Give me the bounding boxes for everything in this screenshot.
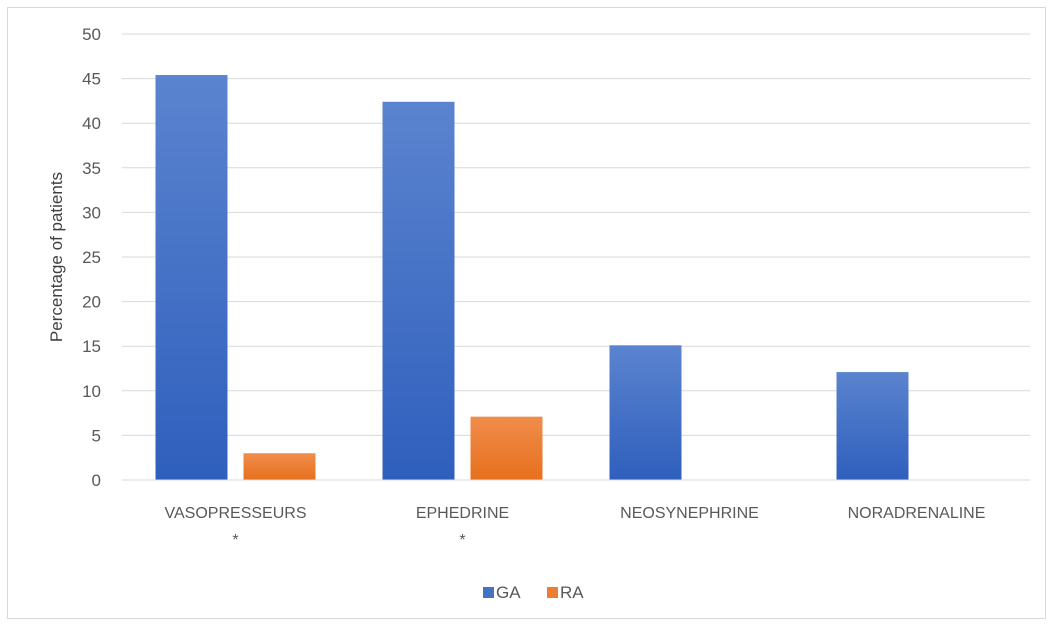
y-tick-label: 15 — [82, 337, 101, 356]
y-tick-label: 25 — [82, 248, 101, 267]
x-tick-label: VASOPRESSEURS — [165, 505, 307, 522]
legend-swatch-ga — [483, 587, 494, 598]
x-tick-label: NEOSYNEPHRINE — [620, 505, 759, 522]
legend-swatch-ra — [547, 587, 558, 598]
y-tick-label: 40 — [82, 114, 101, 133]
y-tick-label: 50 — [82, 25, 101, 44]
legend: GA RA — [483, 583, 584, 602]
significance-mark: * — [459, 532, 465, 549]
y-axis-ticks: 0 5 10 15 20 25 30 35 40 45 50 — [82, 25, 101, 490]
x-tick-label: EPHEDRINE — [416, 505, 509, 522]
y-tick-label: 35 — [82, 159, 101, 178]
bar-ra-ephedrine — [470, 416, 543, 480]
bar-ga-ephedrine — [382, 101, 455, 481]
significance-mark: * — [232, 532, 238, 549]
category-labels: VASOPRESSEURS * EPHEDRINE * NEOSYNEPHRINE NOR… — [165, 505, 986, 549]
y-tick-label: 45 — [82, 70, 101, 89]
y-axis-label: Percentage of patients — [47, 172, 66, 342]
y-tick-label: 10 — [82, 382, 101, 401]
y-tick-label: 5 — [92, 426, 101, 445]
bar-ga-neosynephrine — [609, 345, 682, 480]
bars — [155, 75, 909, 481]
x-tick-label: NORADRENALINE — [848, 505, 986, 522]
bar-ra-vasopresseurs — [243, 453, 316, 480]
y-tick-label: 30 — [82, 203, 101, 222]
y-tick-label: 20 — [82, 293, 101, 312]
legend-label-ra: RA — [560, 583, 584, 602]
bar-ga-noradrenaline — [836, 372, 909, 480]
bar-ga-vasopresseurs — [155, 75, 228, 481]
legend-label-ga: GA — [496, 583, 521, 602]
y-tick-label: 0 — [92, 471, 101, 490]
